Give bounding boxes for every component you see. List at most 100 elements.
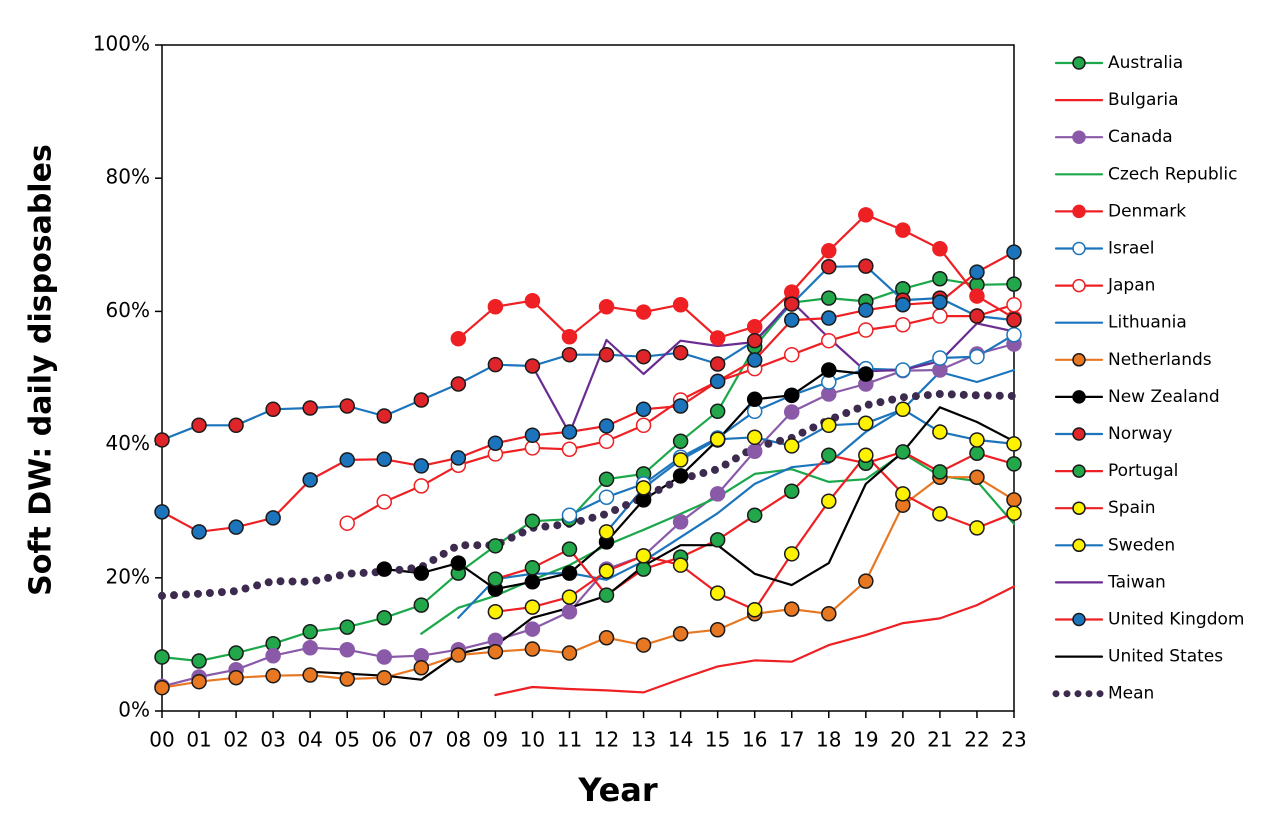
data-point xyxy=(709,621,726,638)
data-point xyxy=(376,669,393,686)
data-point xyxy=(487,298,504,315)
x-tick-label: 00 xyxy=(149,728,174,752)
data-point xyxy=(969,264,985,280)
data-point xyxy=(302,472,318,488)
data-point xyxy=(524,641,541,657)
y-tick-label: 60% xyxy=(106,298,150,322)
data-point xyxy=(339,452,355,468)
data-point xyxy=(228,417,244,434)
series-line xyxy=(457,213,1016,340)
x-tick-label: 04 xyxy=(297,728,322,752)
data-point xyxy=(524,513,541,529)
data-point xyxy=(672,452,689,468)
data-point xyxy=(895,296,911,313)
data-point xyxy=(339,515,355,531)
data-point xyxy=(561,328,578,345)
legend-label: Australia xyxy=(1108,53,1183,73)
data-point xyxy=(672,398,689,414)
legend-label: Netherlands xyxy=(1108,350,1212,370)
data-point xyxy=(783,438,800,454)
legend-marker xyxy=(1072,538,1086,553)
data-point xyxy=(265,667,281,684)
x-tick-label: 07 xyxy=(409,728,434,752)
legend-label: Israel xyxy=(1108,239,1154,259)
data-point xyxy=(561,346,578,363)
legend-label: Portugal xyxy=(1108,461,1178,481)
data-point xyxy=(524,427,541,444)
x-tick-label: 08 xyxy=(446,728,471,752)
legend-marker xyxy=(1072,204,1086,219)
series-line xyxy=(457,368,1016,619)
data-point xyxy=(932,350,948,366)
data-point xyxy=(635,417,652,434)
data-point xyxy=(932,241,948,257)
data-point xyxy=(339,398,355,414)
data-point xyxy=(561,507,578,523)
series-line xyxy=(160,265,1016,441)
legend-label: Bulgaria xyxy=(1108,90,1179,110)
data-point xyxy=(709,330,726,346)
data-point xyxy=(154,432,170,448)
data-point xyxy=(635,637,652,653)
data-point xyxy=(932,424,948,440)
data-point xyxy=(969,432,985,448)
x-tick-label: 13 xyxy=(631,728,656,752)
data-point xyxy=(487,643,504,660)
data-point xyxy=(969,445,985,462)
data-point xyxy=(783,483,800,499)
y-tick-label: 80% xyxy=(106,165,150,189)
data-point xyxy=(598,629,615,646)
data-point xyxy=(858,258,874,274)
data-point xyxy=(1006,436,1022,452)
data-point xyxy=(969,520,985,536)
legend-label: Norway xyxy=(1108,424,1173,444)
legend-label: Japan xyxy=(1107,276,1155,296)
x-tick-label: 01 xyxy=(186,728,211,752)
data-point xyxy=(709,403,726,420)
data-point xyxy=(783,296,800,312)
mean-line xyxy=(158,390,1018,600)
legend-label: United States xyxy=(1108,647,1223,667)
data-point xyxy=(598,563,615,579)
legend-marker xyxy=(1072,612,1086,627)
series-line xyxy=(346,303,1016,525)
data-point xyxy=(895,486,911,502)
y-tick-label: 20% xyxy=(106,564,150,588)
data-point xyxy=(524,358,541,374)
data-point xyxy=(858,322,874,338)
data-point xyxy=(895,222,911,238)
legend-marker xyxy=(1072,241,1086,256)
data-point xyxy=(709,356,726,372)
x-tick-label: 10 xyxy=(520,728,545,752)
y-tick-label: 0% xyxy=(118,698,150,722)
data-point xyxy=(487,604,504,620)
data-point xyxy=(450,555,467,571)
data-point xyxy=(487,571,504,587)
data-point xyxy=(746,429,763,446)
data-point xyxy=(598,489,615,505)
data-point xyxy=(932,271,948,287)
plot-frame xyxy=(161,44,1015,712)
data-point xyxy=(413,458,430,474)
data-point xyxy=(746,391,763,408)
data-point xyxy=(821,332,837,349)
data-point xyxy=(413,565,430,581)
data-point xyxy=(598,471,615,487)
data-point xyxy=(858,415,874,432)
data-point xyxy=(672,557,689,573)
data-point xyxy=(265,510,281,526)
data-point xyxy=(1006,244,1022,260)
x-tick-label: 22 xyxy=(964,728,989,752)
data-point xyxy=(821,417,837,434)
data-point xyxy=(672,433,689,450)
data-point xyxy=(858,207,874,223)
data-point xyxy=(635,480,652,496)
series-line xyxy=(309,406,1016,681)
data-point xyxy=(561,565,578,581)
y-tick-label: 40% xyxy=(106,431,150,455)
data-point xyxy=(487,435,504,452)
data-point xyxy=(376,494,393,510)
data-point xyxy=(265,647,281,664)
data-point xyxy=(1006,492,1022,508)
